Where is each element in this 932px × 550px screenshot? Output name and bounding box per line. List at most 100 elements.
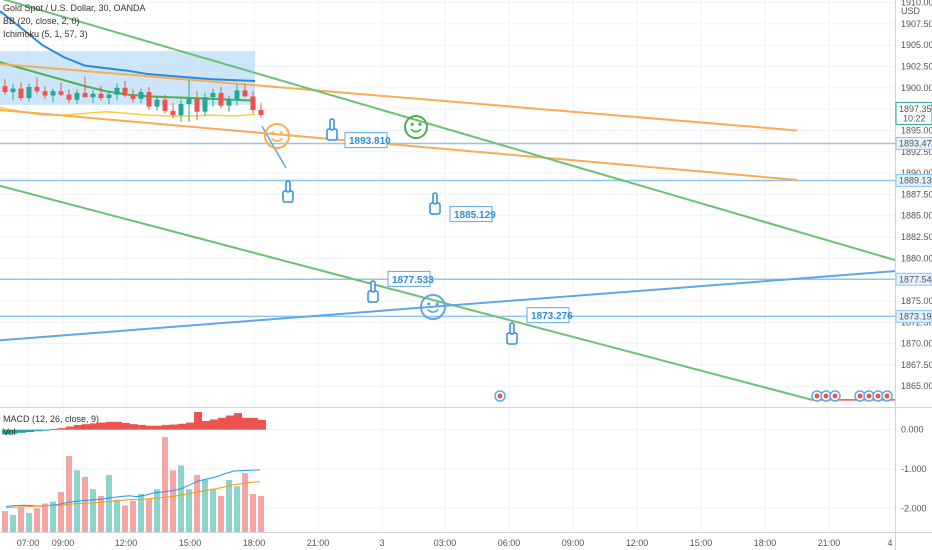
candle-body <box>26 86 32 99</box>
macd-bar <box>34 429 42 432</box>
price-label-text: 1873.192 <box>899 311 932 321</box>
time-axis-tick: 07:00 <box>17 538 40 548</box>
macd-bar <box>242 417 250 430</box>
hand-finger <box>509 322 515 335</box>
pointer-hand-icon <box>282 180 294 203</box>
price-axis-tick: 1875.000 <box>901 296 932 306</box>
macd-bar <box>226 415 234 430</box>
candle-body <box>186 98 192 105</box>
emoji-eye <box>427 302 431 306</box>
time-axis-tick: 3 <box>379 538 384 548</box>
pointer-hand-icon <box>429 192 441 215</box>
macd-bar <box>146 425 154 430</box>
price-label-text: 1893.476 <box>899 138 932 148</box>
currency-label: USD <box>901 6 921 16</box>
candles <box>2 76 264 122</box>
bubble-dot <box>814 393 820 399</box>
time-axis-tick: 12:00 <box>115 538 138 548</box>
hand-finger <box>370 280 376 293</box>
macd-bar <box>210 419 218 430</box>
callout-label: 1873.276 <box>531 311 573 322</box>
candle-body <box>258 109 264 116</box>
time-axis-tick: 4 <box>887 538 892 548</box>
macd-bar <box>98 422 106 430</box>
price-axis-tick: 1882.500 <box>901 232 932 242</box>
time-axis-tick: 15:00 <box>690 538 713 548</box>
volume-bar <box>170 470 176 532</box>
price-callout: 1873.276 <box>526 307 573 324</box>
callout-label: 1885.129 <box>454 210 496 221</box>
candle-body <box>122 87 128 96</box>
price-axis-tick: 1907.500 <box>901 19 932 29</box>
macd-bar <box>2 429 10 435</box>
bubble-dot <box>497 393 503 399</box>
macd-bar <box>138 424 146 430</box>
candle-body <box>138 92 144 99</box>
price-label-badge <box>895 173 932 187</box>
event-icon <box>829 390 841 402</box>
price-axis-tick: 1887.500 <box>901 189 932 199</box>
time-axis-tick: 21:00 <box>307 538 330 548</box>
volume-bar <box>66 456 72 532</box>
volume-bar <box>186 489 192 532</box>
candle-body <box>42 91 48 96</box>
price-axis-tick: 1870.000 <box>901 339 932 349</box>
candle-body <box>250 96 256 110</box>
price-axis-tick: 1880.000 <box>901 253 932 263</box>
candle-body <box>10 88 16 93</box>
ichimoku-legend: Ichimoku (5, 1, 57, 3) <box>3 29 88 39</box>
time-axis-tick: 03:00 <box>434 538 457 548</box>
candle-body <box>170 110 176 116</box>
candle-body <box>202 97 208 112</box>
callout-box <box>526 307 570 324</box>
bubble-dot <box>866 393 872 399</box>
macd-bar <box>186 422 194 430</box>
candle-body <box>98 93 104 99</box>
volume-bar <box>242 473 248 532</box>
volume-bar <box>138 494 144 532</box>
macd-bar <box>18 429 26 433</box>
candle-body <box>178 104 184 116</box>
candle-body <box>50 91 56 96</box>
green-trendline-lower <box>0 184 813 401</box>
shaded-zone <box>0 51 255 105</box>
price-axis-tick: 1867.500 <box>901 360 932 370</box>
callout-label: 1877.533 <box>392 275 434 286</box>
pointer-hand-icon <box>326 118 338 141</box>
price-label-badge <box>895 272 932 286</box>
macd-bar <box>162 424 170 430</box>
price-callout: 1877.533 <box>387 270 434 287</box>
macd-bar <box>234 413 242 430</box>
price-axis-tick: 1900.000 <box>901 83 932 93</box>
volume-bar <box>154 489 160 532</box>
volume-bar <box>202 479 208 532</box>
current-price-badge <box>895 101 932 125</box>
time-axis-tick: 12:00 <box>626 538 649 548</box>
hand-finger <box>285 180 291 193</box>
macd-bar <box>154 425 162 430</box>
emoji-mouth <box>427 308 439 313</box>
macd-bar <box>58 428 66 430</box>
macd-bar <box>178 423 186 430</box>
candle-body <box>210 92 216 98</box>
macd-bar <box>130 424 138 430</box>
signal-line <box>5 481 261 509</box>
volume-bar <box>58 492 64 532</box>
volume-bar <box>218 495 224 532</box>
price-axis: 1910.000 1907.500 1905.000 1902.500 1900.000… <box>901 0 932 391</box>
volume-bar <box>234 486 240 532</box>
volume-bars <box>2 437 264 532</box>
macd-bar <box>82 424 90 430</box>
macd-bar <box>170 424 178 430</box>
volume-bar <box>250 494 256 532</box>
candle-body <box>74 92 80 100</box>
volume-bar <box>162 437 168 532</box>
volume-bar <box>42 503 48 532</box>
price-axis-tick: 1905.000 <box>901 40 932 50</box>
volume-bar <box>114 499 120 532</box>
candle-body <box>218 92 224 106</box>
volume-bar <box>2 511 8 532</box>
smiley-icon-orange <box>264 123 290 149</box>
smiley-icon-blue <box>420 294 446 320</box>
